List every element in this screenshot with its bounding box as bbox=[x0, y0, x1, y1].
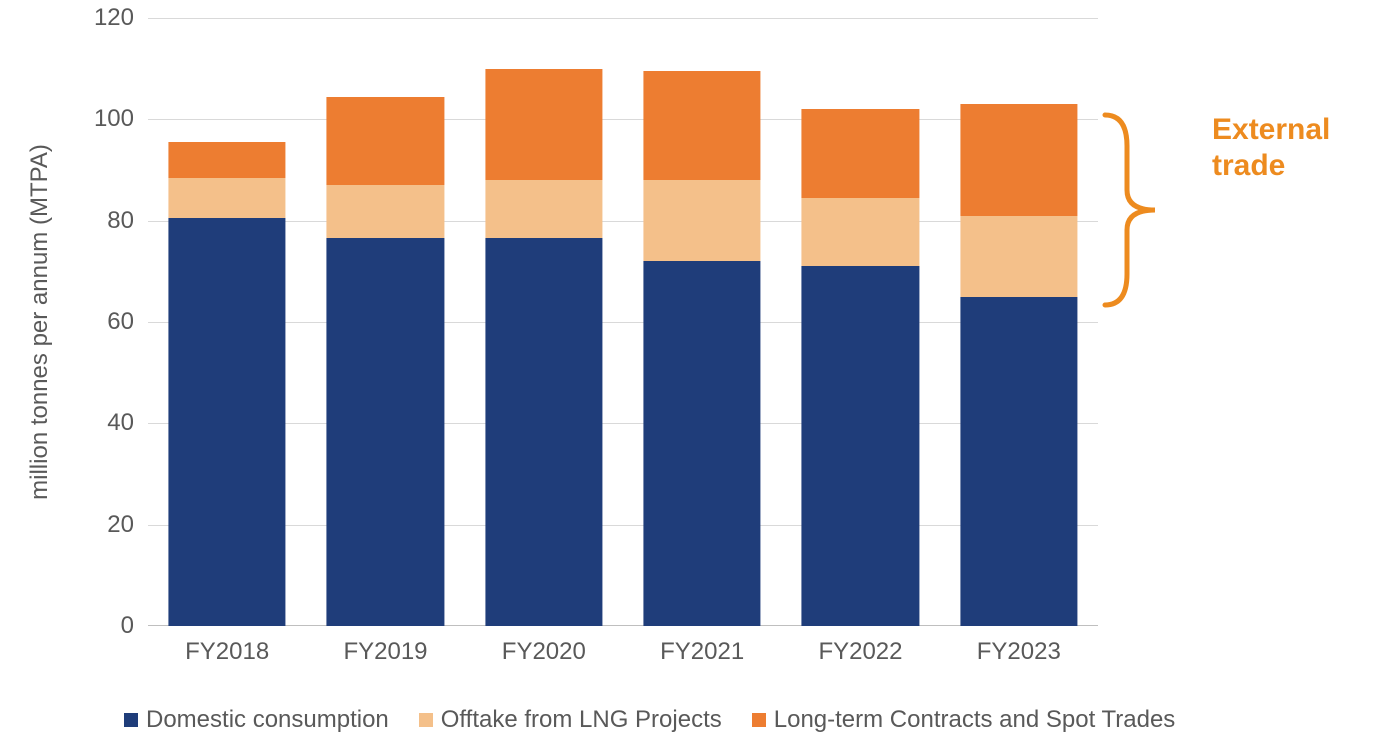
legend-label: Offtake from LNG Projects bbox=[441, 706, 722, 734]
bar-segment-offtake bbox=[644, 180, 761, 261]
bar-segment-offtake bbox=[485, 180, 602, 238]
bar-stack bbox=[960, 104, 1077, 626]
bar-segment-longterm bbox=[169, 142, 286, 177]
x-tick-label: FY2022 bbox=[818, 626, 902, 666]
bar-slot: FY2023 bbox=[940, 18, 1098, 626]
bar-segment-offtake bbox=[327, 185, 444, 238]
legend-label: Domestic consumption bbox=[146, 706, 389, 734]
bar-segment-offtake bbox=[169, 178, 286, 219]
x-tick-label: FY2018 bbox=[185, 626, 269, 666]
external-trade-brace bbox=[1100, 110, 1160, 310]
bar-segment-domestic bbox=[802, 266, 919, 626]
bar-segment-longterm bbox=[644, 71, 761, 180]
y-tick-label: 20 bbox=[107, 511, 148, 539]
stacked-bar-chart: FY2018FY2019FY2020FY2021FY2022FY2023 020… bbox=[0, 0, 1398, 754]
annotation-line-2: trade bbox=[1212, 148, 1330, 184]
y-tick-label: 120 bbox=[94, 4, 148, 32]
y-tick-label: 40 bbox=[107, 409, 148, 437]
y-tick-label: 100 bbox=[94, 105, 148, 133]
bar-stack bbox=[802, 109, 919, 626]
y-tick-label: 80 bbox=[107, 207, 148, 235]
x-tick-label: FY2020 bbox=[502, 626, 586, 666]
bar-segment-domestic bbox=[327, 238, 444, 626]
bar-segment-domestic bbox=[169, 218, 286, 626]
bar-segment-longterm bbox=[802, 109, 919, 198]
bar-slot: FY2019 bbox=[306, 18, 464, 626]
annotation-line-1: External bbox=[1212, 112, 1330, 148]
legend-label: Long-term Contracts and Spot Trades bbox=[774, 706, 1176, 734]
bar-stack bbox=[644, 71, 761, 626]
external-trade-label: External trade bbox=[1212, 112, 1330, 184]
bar-segment-domestic bbox=[485, 238, 602, 626]
bar-slot: FY2018 bbox=[148, 18, 306, 626]
x-tick-label: FY2019 bbox=[343, 626, 427, 666]
plot-area: FY2018FY2019FY2020FY2021FY2022FY2023 020… bbox=[148, 18, 1098, 626]
bar-stack bbox=[169, 142, 286, 626]
bar-slot: FY2021 bbox=[623, 18, 781, 626]
bars-container: FY2018FY2019FY2020FY2021FY2022FY2023 bbox=[148, 18, 1098, 626]
bar-segment-domestic bbox=[960, 297, 1077, 626]
bar-segment-offtake bbox=[960, 216, 1077, 297]
y-axis-label: million tonnes per annum (MTPA) bbox=[26, 144, 54, 500]
bar-segment-longterm bbox=[327, 97, 444, 186]
legend-swatch bbox=[124, 713, 138, 727]
bar-stack bbox=[327, 97, 444, 626]
bar-segment-longterm bbox=[960, 104, 1077, 215]
bar-slot: FY2020 bbox=[465, 18, 623, 626]
legend-swatch bbox=[419, 713, 433, 727]
legend-swatch bbox=[752, 713, 766, 727]
bar-segment-longterm bbox=[485, 69, 602, 180]
x-tick-label: FY2021 bbox=[660, 626, 744, 666]
legend: Domestic consumption Offtake from LNG Pro… bbox=[124, 706, 1175, 734]
brace-path bbox=[1105, 115, 1155, 305]
y-tick-label: 60 bbox=[107, 308, 148, 336]
y-tick-label: 0 bbox=[121, 612, 148, 640]
legend-item-domestic: Domestic consumption bbox=[124, 706, 389, 734]
legend-item-offtake: Offtake from LNG Projects bbox=[419, 706, 722, 734]
bar-slot: FY2022 bbox=[781, 18, 939, 626]
legend-item-longterm: Long-term Contracts and Spot Trades bbox=[752, 706, 1176, 734]
bar-stack bbox=[485, 69, 602, 626]
bar-segment-offtake bbox=[802, 198, 919, 266]
x-tick-label: FY2023 bbox=[977, 626, 1061, 666]
bar-segment-domestic bbox=[644, 261, 761, 626]
